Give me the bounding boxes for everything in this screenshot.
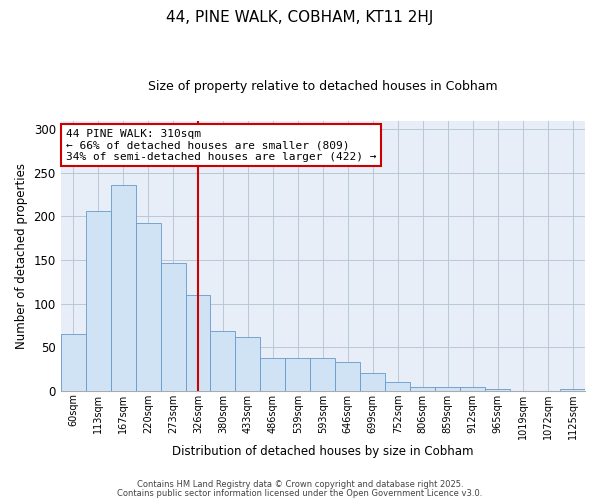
Bar bbox=[61, 334, 86, 390]
Text: Contains public sector information licensed under the Open Government Licence v3: Contains public sector information licen… bbox=[118, 488, 482, 498]
Bar bbox=[161, 262, 185, 390]
Bar bbox=[435, 387, 460, 390]
X-axis label: Distribution of detached houses by size in Cobham: Distribution of detached houses by size … bbox=[172, 444, 473, 458]
Bar bbox=[260, 358, 286, 390]
Text: 44, PINE WALK, COBHAM, KT11 2HJ: 44, PINE WALK, COBHAM, KT11 2HJ bbox=[166, 10, 434, 25]
Text: 44 PINE WALK: 310sqm
← 66% of detached houses are smaller (809)
34% of semi-deta: 44 PINE WALK: 310sqm ← 66% of detached h… bbox=[66, 128, 376, 162]
Bar bbox=[460, 387, 485, 390]
Bar bbox=[560, 389, 585, 390]
Bar bbox=[360, 373, 385, 390]
Bar bbox=[410, 387, 435, 390]
Bar bbox=[110, 185, 136, 390]
Y-axis label: Number of detached properties: Number of detached properties bbox=[15, 162, 28, 348]
Title: Size of property relative to detached houses in Cobham: Size of property relative to detached ho… bbox=[148, 80, 497, 93]
Bar bbox=[385, 382, 410, 390]
Bar bbox=[485, 389, 510, 390]
Bar bbox=[185, 295, 211, 390]
Bar bbox=[136, 222, 161, 390]
Bar bbox=[86, 211, 110, 390]
Bar bbox=[211, 332, 235, 390]
Bar bbox=[286, 358, 310, 390]
Text: Contains HM Land Registry data © Crown copyright and database right 2025.: Contains HM Land Registry data © Crown c… bbox=[137, 480, 463, 489]
Bar bbox=[235, 336, 260, 390]
Bar bbox=[310, 358, 335, 390]
Bar bbox=[335, 362, 360, 390]
